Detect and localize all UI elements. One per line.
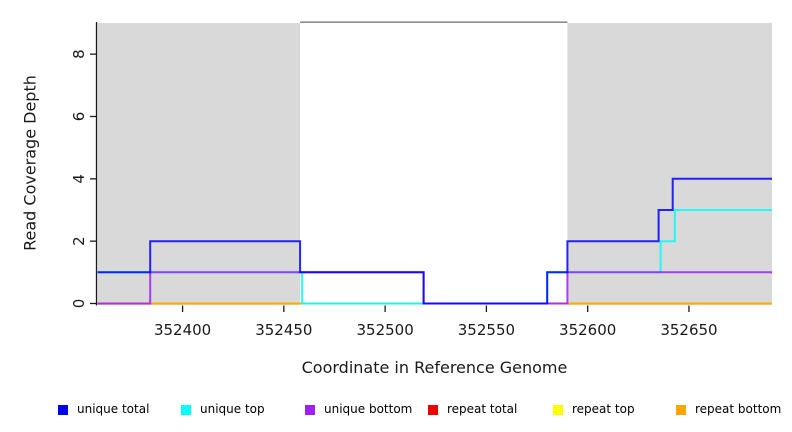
x-tick-label: 352500 (356, 321, 413, 339)
legend-label-repeat-bottom: repeat bottom (695, 402, 782, 416)
legend-label-unique-top: unique top (200, 402, 265, 416)
legend-item-unique-top: unique top (181, 402, 265, 417)
legend-swatch-icon-repeat-total (428, 405, 438, 415)
y-tick-label: 2 (70, 236, 88, 246)
y-tick-label: 8 (70, 49, 88, 59)
right-shaded-region (567, 23, 772, 305)
x-tick-label: 352450 (255, 321, 312, 339)
legend-swatch-icon-repeat-top (553, 405, 563, 415)
y-tick-label: 6 (70, 112, 88, 122)
legend-item-unique-total: unique total (58, 402, 149, 417)
legend-label-repeat-top: repeat top (572, 402, 635, 416)
series-line-unique-total (97, 177, 772, 305)
x-tick-label: 352600 (559, 321, 616, 339)
y-tick-label: 4 (70, 174, 88, 184)
legend-swatch-icon-unique-bottom (305, 405, 315, 415)
x-tick-label: 352550 (458, 321, 515, 339)
y-axis-label: Read Coverage Depth (20, 75, 40, 251)
legend-item-unique-bottom: unique bottom (305, 402, 412, 417)
legend-item-repeat-bottom: repeat bottom (676, 402, 781, 417)
x-axis-label: Coordinate in Reference Genome (301, 358, 568, 377)
left-shaded-region (97, 23, 301, 305)
x-tick-label: 352400 (154, 321, 211, 339)
y-tick-label: 0 (70, 299, 88, 309)
x-tick-label: 352650 (660, 321, 717, 339)
legend-swatch-icon-unique-top (181, 405, 191, 415)
legend-item-repeat-top: repeat top (553, 402, 635, 417)
legend-label-unique-total: unique total (77, 402, 150, 416)
legend-swatch-icon-unique-total (58, 405, 68, 415)
legend-label-repeat-total: repeat total (447, 402, 518, 416)
legend-item-repeat-total: repeat total (428, 402, 517, 417)
legend-swatch-icon-repeat-bottom (676, 405, 686, 415)
legend-label-unique-bottom: unique bottom (324, 402, 413, 416)
